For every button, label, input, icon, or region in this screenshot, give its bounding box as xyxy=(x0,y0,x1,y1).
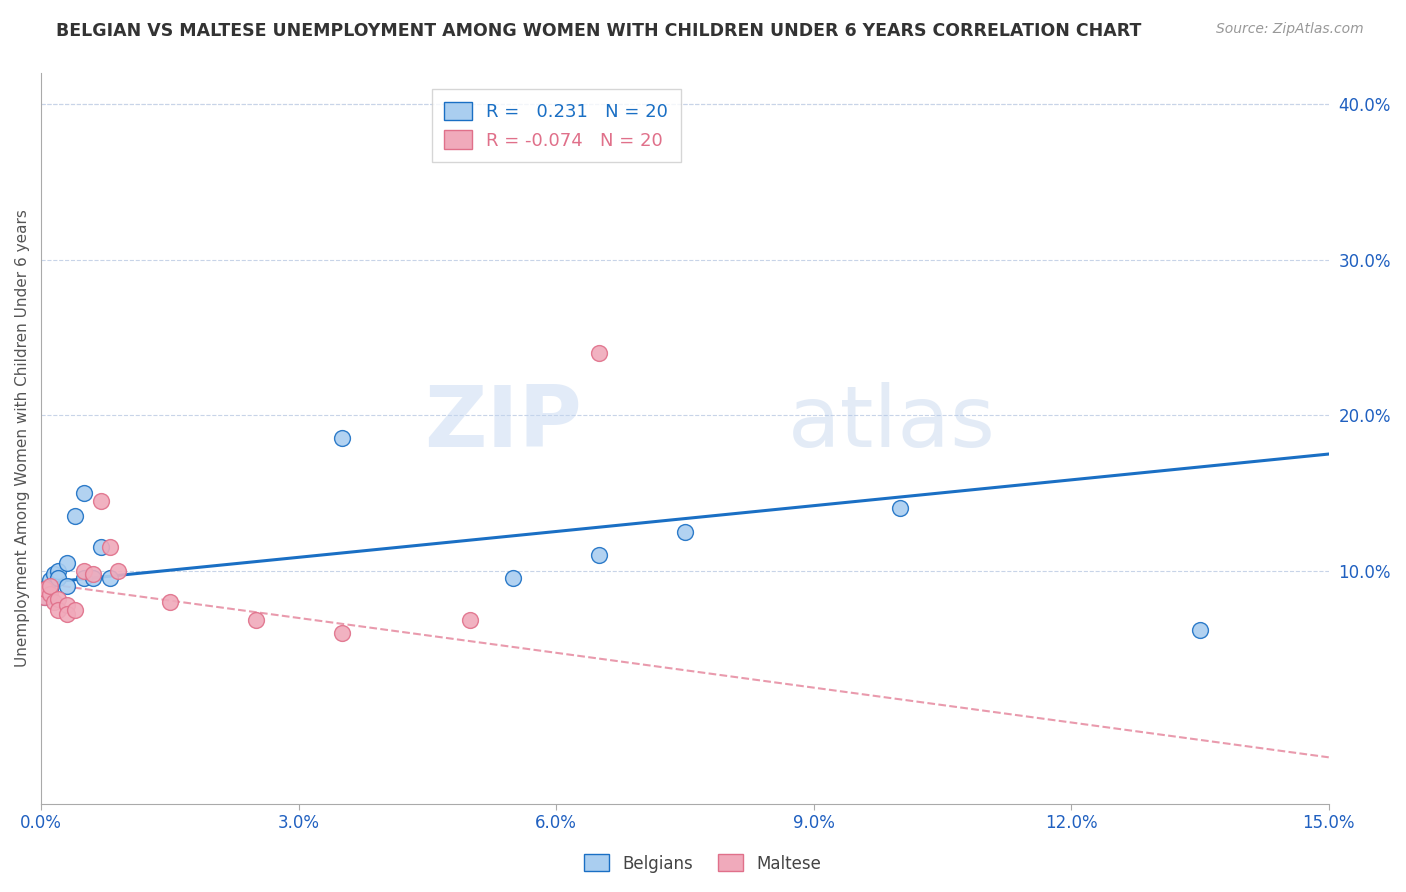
Text: BELGIAN VS MALTESE UNEMPLOYMENT AMONG WOMEN WITH CHILDREN UNDER 6 YEARS CORRELAT: BELGIAN VS MALTESE UNEMPLOYMENT AMONG WO… xyxy=(56,22,1142,40)
Point xyxy=(82,571,104,585)
Point xyxy=(56,556,79,570)
Y-axis label: Unemployment Among Women with Children Under 6 years: Unemployment Among Women with Children U… xyxy=(15,210,30,667)
Text: ZIP: ZIP xyxy=(425,383,582,466)
Point xyxy=(65,509,87,524)
Point xyxy=(38,573,60,587)
Point xyxy=(34,582,56,597)
Point xyxy=(42,566,65,581)
Point xyxy=(46,602,69,616)
Point xyxy=(330,432,353,446)
Point xyxy=(73,486,96,500)
Point xyxy=(56,607,79,622)
Text: atlas: atlas xyxy=(787,383,995,466)
Point xyxy=(73,564,96,578)
Point xyxy=(32,590,55,604)
Point xyxy=(98,541,121,555)
Point xyxy=(90,541,112,555)
Point xyxy=(56,579,79,593)
Point xyxy=(889,501,911,516)
Point xyxy=(42,595,65,609)
Legend: Belgians, Maltese: Belgians, Maltese xyxy=(578,847,828,880)
Point xyxy=(73,571,96,585)
Point xyxy=(82,566,104,581)
Point xyxy=(46,564,69,578)
Point xyxy=(1188,623,1211,637)
Point xyxy=(38,579,60,593)
Point xyxy=(38,587,60,601)
Point xyxy=(588,548,610,562)
Point xyxy=(673,524,696,539)
Point xyxy=(588,346,610,360)
Point xyxy=(502,571,524,585)
Point xyxy=(56,598,79,612)
Point xyxy=(159,595,181,609)
Point xyxy=(98,571,121,585)
Legend: R =   0.231   N = 20, R = -0.074   N = 20: R = 0.231 N = 20, R = -0.074 N = 20 xyxy=(432,89,681,162)
Text: Source: ZipAtlas.com: Source: ZipAtlas.com xyxy=(1216,22,1364,37)
Point xyxy=(245,614,267,628)
Point xyxy=(46,571,69,585)
Point xyxy=(38,582,60,597)
Point xyxy=(107,564,129,578)
Point xyxy=(46,591,69,606)
Point xyxy=(65,602,87,616)
Point xyxy=(34,590,56,604)
Point xyxy=(330,626,353,640)
Point xyxy=(460,614,482,628)
Point xyxy=(90,493,112,508)
